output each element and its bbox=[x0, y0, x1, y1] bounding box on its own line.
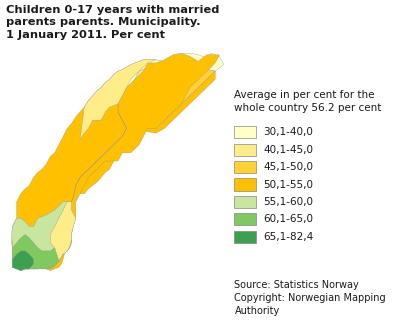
Bar bbox=[234, 126, 256, 138]
Polygon shape bbox=[80, 60, 156, 140]
Polygon shape bbox=[12, 251, 33, 270]
Polygon shape bbox=[11, 53, 219, 270]
Text: 30,1-40,0: 30,1-40,0 bbox=[263, 127, 313, 137]
Text: 65,1-82,4: 65,1-82,4 bbox=[263, 232, 314, 242]
Bar bbox=[234, 161, 256, 173]
Polygon shape bbox=[50, 202, 76, 261]
Polygon shape bbox=[118, 53, 224, 92]
Text: 45,1-50,0: 45,1-50,0 bbox=[263, 162, 313, 172]
Bar bbox=[234, 231, 256, 243]
Text: 40,1-45,0: 40,1-45,0 bbox=[263, 145, 313, 155]
Text: 50,1-55,0: 50,1-55,0 bbox=[263, 179, 313, 190]
Polygon shape bbox=[101, 68, 177, 107]
Text: 55,1-60,0: 55,1-60,0 bbox=[263, 197, 313, 207]
Text: Average in per cent for the
whole country 56.2 per cent: Average in per cent for the whole countr… bbox=[234, 90, 382, 113]
Bar bbox=[234, 196, 256, 208]
Text: 60,1-65,0: 60,1-65,0 bbox=[263, 214, 313, 224]
Text: Children 0-17 years with married
parents parents. Municipality.
1 January 2011. : Children 0-17 years with married parents… bbox=[6, 5, 219, 40]
Polygon shape bbox=[11, 202, 72, 270]
Polygon shape bbox=[50, 71, 215, 194]
Bar bbox=[234, 213, 256, 225]
Polygon shape bbox=[76, 70, 215, 169]
Polygon shape bbox=[12, 234, 63, 269]
Bar bbox=[234, 144, 256, 156]
Bar bbox=[234, 178, 256, 191]
Text: Source: Statistics Norway
Copyright: Norwegian Mapping
Authority: Source: Statistics Norway Copyright: Nor… bbox=[234, 280, 386, 316]
